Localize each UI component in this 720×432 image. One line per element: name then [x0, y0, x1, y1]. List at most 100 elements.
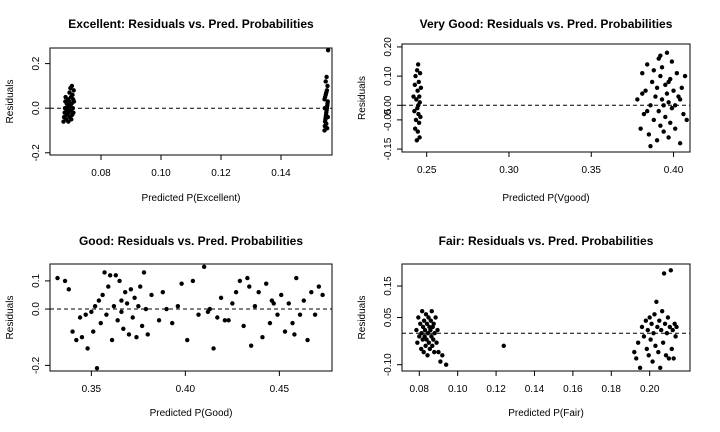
data-point	[436, 349, 441, 355]
data-point	[419, 346, 424, 352]
data-point	[431, 321, 436, 326]
data-point	[412, 108, 417, 114]
y-tick-label: 0.10	[383, 66, 394, 86]
data-point	[420, 324, 426, 330]
data-point	[681, 111, 686, 117]
data-point	[651, 117, 656, 123]
data-point	[141, 270, 147, 275]
chart-title: Fair: Residuals vs. Pred. Probabilities	[439, 234, 654, 248]
data-point	[201, 264, 207, 270]
data-point	[119, 309, 124, 315]
data-point	[414, 327, 419, 333]
data-point	[664, 331, 670, 336]
data-point	[653, 343, 658, 349]
data-point	[124, 301, 130, 306]
data-point	[641, 334, 647, 339]
x-tick-label: 0.10	[151, 168, 171, 179]
data-point	[663, 114, 668, 120]
data-point	[648, 143, 653, 149]
data-point	[423, 343, 428, 349]
data-point	[632, 349, 637, 355]
data-point	[102, 270, 107, 275]
data-point	[648, 103, 653, 108]
data-point	[139, 323, 145, 329]
data-point	[646, 353, 651, 358]
data-point	[428, 318, 433, 323]
data-point	[422, 327, 428, 333]
data-point	[413, 117, 419, 123]
data-point	[325, 99, 330, 104]
data-point	[211, 346, 216, 351]
data-point	[645, 327, 650, 333]
data-point	[252, 304, 258, 309]
data-point	[655, 324, 660, 330]
y-axis-label: Residuals	[357, 296, 368, 340]
data-point	[256, 289, 261, 295]
data-point	[429, 334, 434, 339]
data-point	[656, 349, 661, 355]
data-point	[432, 331, 437, 336]
data-point	[126, 332, 132, 337]
data-point	[79, 335, 85, 340]
data-point	[637, 365, 643, 371]
data-point	[423, 312, 429, 317]
data-point	[417, 100, 422, 105]
data-point	[121, 326, 126, 331]
x-tick-label: 0.10	[448, 384, 468, 395]
data-point	[635, 97, 640, 102]
data-point	[646, 132, 652, 137]
data-point	[247, 284, 252, 289]
data-point	[658, 365, 663, 371]
data-point	[226, 318, 231, 323]
data-point	[641, 111, 647, 117]
plot-frame	[49, 263, 333, 372]
data-point	[658, 73, 663, 79]
data-point	[245, 275, 250, 281]
chart-title: Excellent: Residuals vs. Pred. Probabili…	[68, 17, 314, 31]
data-point	[412, 126, 418, 131]
x-tick-label: 0.40	[664, 165, 684, 176]
data-point	[416, 79, 421, 85]
data-point	[653, 94, 658, 99]
data-point	[132, 295, 137, 300]
data-point	[69, 117, 74, 122]
data-point	[672, 126, 678, 131]
data-point	[660, 340, 666, 345]
data-point	[91, 329, 96, 334]
data-point	[309, 289, 314, 295]
data-point	[74, 337, 79, 343]
data-point	[104, 312, 109, 317]
data-point	[659, 97, 665, 102]
x-axis-label: Predicted P(Excellent)	[142, 193, 241, 204]
data-point	[218, 295, 224, 300]
data-point	[85, 346, 90, 351]
data-point	[324, 74, 329, 80]
data-point	[415, 340, 420, 345]
data-point	[672, 321, 677, 326]
data-point	[100, 292, 105, 298]
data-point	[413, 73, 418, 79]
data-point	[414, 97, 419, 102]
data-point	[663, 82, 668, 88]
data-point	[658, 123, 663, 128]
data-point	[70, 105, 76, 111]
data-point	[316, 284, 322, 289]
data-point	[130, 315, 135, 320]
data-point	[215, 315, 220, 320]
data-point	[237, 278, 243, 284]
data-point	[419, 309, 425, 314]
data-point	[156, 318, 162, 323]
y-tick-label: -0.15	[383, 137, 394, 160]
data-point	[428, 327, 433, 333]
data-point	[275, 312, 280, 317]
data-point	[117, 278, 122, 284]
data-point	[267, 320, 273, 326]
data-point	[672, 103, 678, 108]
data-point	[323, 79, 328, 84]
x-tick-label: 0.14	[271, 168, 291, 179]
data-point	[425, 331, 431, 336]
data-point	[649, 79, 655, 85]
data-point	[501, 343, 506, 349]
data-point	[417, 94, 422, 99]
x-tick-label: 0.08	[91, 168, 111, 179]
